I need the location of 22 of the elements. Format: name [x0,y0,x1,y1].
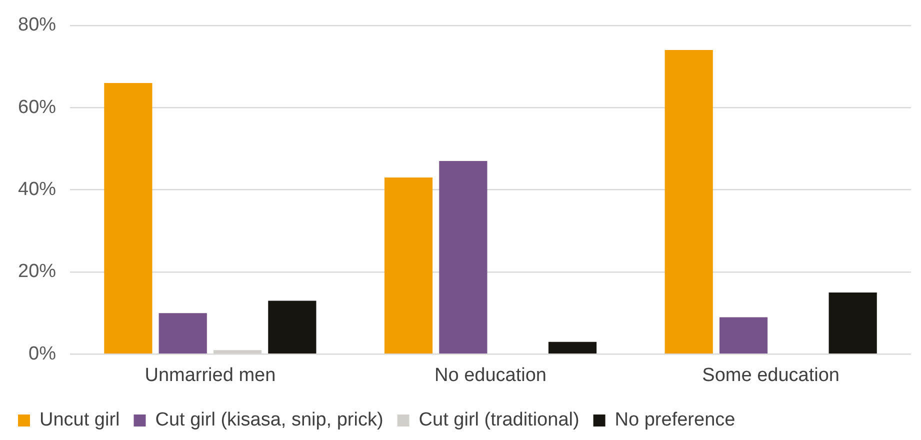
bar [664,50,713,354]
y-tick-label: 40% [18,179,56,200]
x-tick-label: Some education [702,364,840,386]
bar [439,161,488,354]
y-tick-label: 20% [18,261,56,282]
y-tick-label: 60% [18,96,56,118]
x-tick-label: No education [434,364,546,386]
bar [548,342,597,354]
legend-label: Cut girl (kisasa, snip, prick) [155,410,384,431]
legend-label: Cut girl (traditional) [418,410,580,431]
bar [268,300,316,354]
legend-label: No preference [614,410,736,431]
bar [719,317,768,354]
y-tick-label: 0% [28,343,56,364]
legend-label: Uncut girl [40,410,120,431]
y-tick-label: 80% [18,14,56,36]
bar [213,350,262,354]
x-tick-label: Unmarried men [144,364,276,386]
bar [104,82,152,354]
bar [158,313,207,354]
bar [828,292,877,354]
bar [384,177,433,354]
